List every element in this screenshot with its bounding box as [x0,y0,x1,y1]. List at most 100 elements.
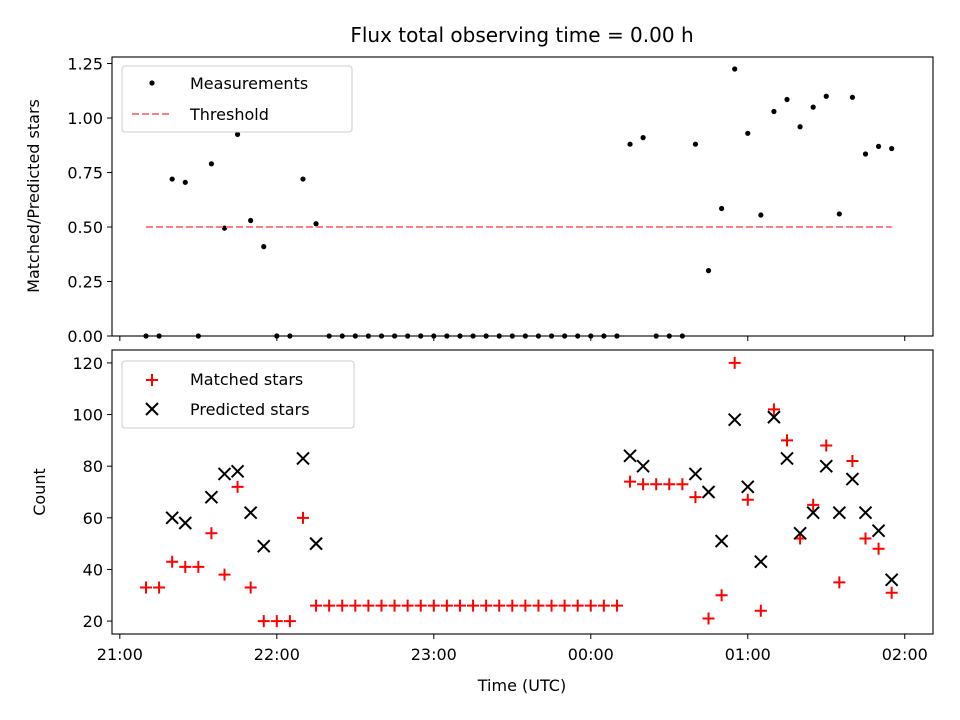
matched-star-point [741,493,754,506]
y-tick-label: 20 [83,612,103,631]
measurement-point [692,141,699,147]
measurement-point [797,124,803,130]
matched-star-point [388,599,401,612]
matched-star-point [440,599,453,612]
x-axis-label: Time (UTC) [477,676,566,695]
matched-star-point [558,599,571,612]
matched-star-point [323,599,336,612]
matched-star-point [781,434,794,447]
matched-star-point [310,599,323,612]
measurement-point [208,161,215,167]
count-panel: Count Time (UTC) 20 40 60 80 100 120 21:00 22:… [30,349,934,695]
matched-star-point [650,478,663,491]
y-tick-label: 1.25 [67,55,103,74]
matched-star-point [767,403,780,416]
y-tick-label: 0.75 [67,164,103,183]
predicted-star-point [714,534,729,548]
matched-star-point [728,356,741,369]
matched-star-point [754,604,767,617]
matched-star-point [231,480,244,493]
matched-star-point [375,599,388,612]
predicted-star-point [884,573,899,587]
measurement-point [313,221,319,227]
y-ticks-count: 20 40 60 80 100 120 [72,354,112,631]
legend-ratio: Measurements Threshold [121,65,353,133]
matched-star-point [715,589,728,602]
legend-label-matched: Matched stars [190,370,303,389]
plot-frame-ratio [111,56,934,337]
matched-star-point [179,560,192,573]
measurement-point [300,176,306,182]
matched-star-point [885,586,898,599]
measurement-point [627,141,633,147]
predicted-star-point [309,536,323,551]
x-tick-label: 01:00 [725,645,771,664]
predicted-star-point [178,516,192,530]
matched-star-point [493,599,506,612]
predicted-star-point [230,464,245,479]
y-axis-label-count: Count [30,468,49,516]
matched-star-point [624,475,637,488]
y-tick-label: 120 [72,354,103,373]
matched-star-point [571,599,584,612]
matched-star-point [610,599,623,612]
y-tick-label: 0.00 [67,327,103,346]
matched-star-point [676,478,689,491]
matched-star-point [244,581,257,594]
y-tick-label: 0.50 [67,218,103,237]
predicted-star-point [858,505,873,520]
matched-star-point [637,478,650,491]
legend-label-predicted: Predicted stars [190,400,310,419]
measurement-point [221,225,228,231]
matched-star-point [427,599,440,612]
legend-marker-plus [146,374,158,386]
measurement-point [836,211,842,217]
measurement-point [875,143,882,149]
x-tick-label: 02:00 [882,645,928,664]
matched-star-point [270,615,283,628]
y-tick-label: 80 [83,457,103,476]
matched-star-point [519,599,532,612]
predicted-star-point [806,505,820,520]
measurement-point [745,130,751,136]
measurement-point [771,108,777,115]
x-tick-label: 00:00 [568,645,614,664]
y-axis-label-ratio: Matched/Predicted stars [24,99,43,293]
measurement-point [248,217,254,224]
matched-star-point [872,542,885,555]
matched-star-point [584,599,597,612]
predicted-star-point [217,467,232,481]
predicted-star-point [165,511,179,525]
predicted-star-point [204,490,219,504]
measurement-point [732,66,738,72]
y-tick-label: 60 [83,509,103,528]
measurement-point [784,96,790,103]
y-ticks-ratio: 0.00 0.25 0.50 0.75 1.00 1.25 [67,55,112,346]
predicted-star-point [257,539,271,553]
predicted-star-point [767,410,781,424]
predicted-star-point [754,555,768,569]
y-tick-label: 100 [72,406,103,425]
x-tick-label: 21:00 [97,645,143,664]
measurement-point [849,94,856,100]
x-tick-label: 23:00 [411,645,457,664]
matched-star-point [820,439,833,452]
y-tick-label: 1.00 [67,109,103,128]
matched-star-point [414,599,427,612]
matched-star-point [401,599,414,612]
predicted-star-point [623,449,637,463]
predicted-star-point [845,472,860,486]
measurement-point [182,179,188,185]
predicted-star-point [296,451,310,466]
count-series [140,356,899,628]
matched-star-point [205,527,218,540]
measurement-point [810,104,816,110]
plot-frame-count [111,349,934,635]
legend-label-measurements: Measurements [190,74,308,93]
predicted-star-point [701,485,716,499]
matched-star-point [480,599,493,612]
legend-marker-x [145,402,159,416]
measurement-point [889,145,895,152]
matched-star-point [257,615,270,628]
